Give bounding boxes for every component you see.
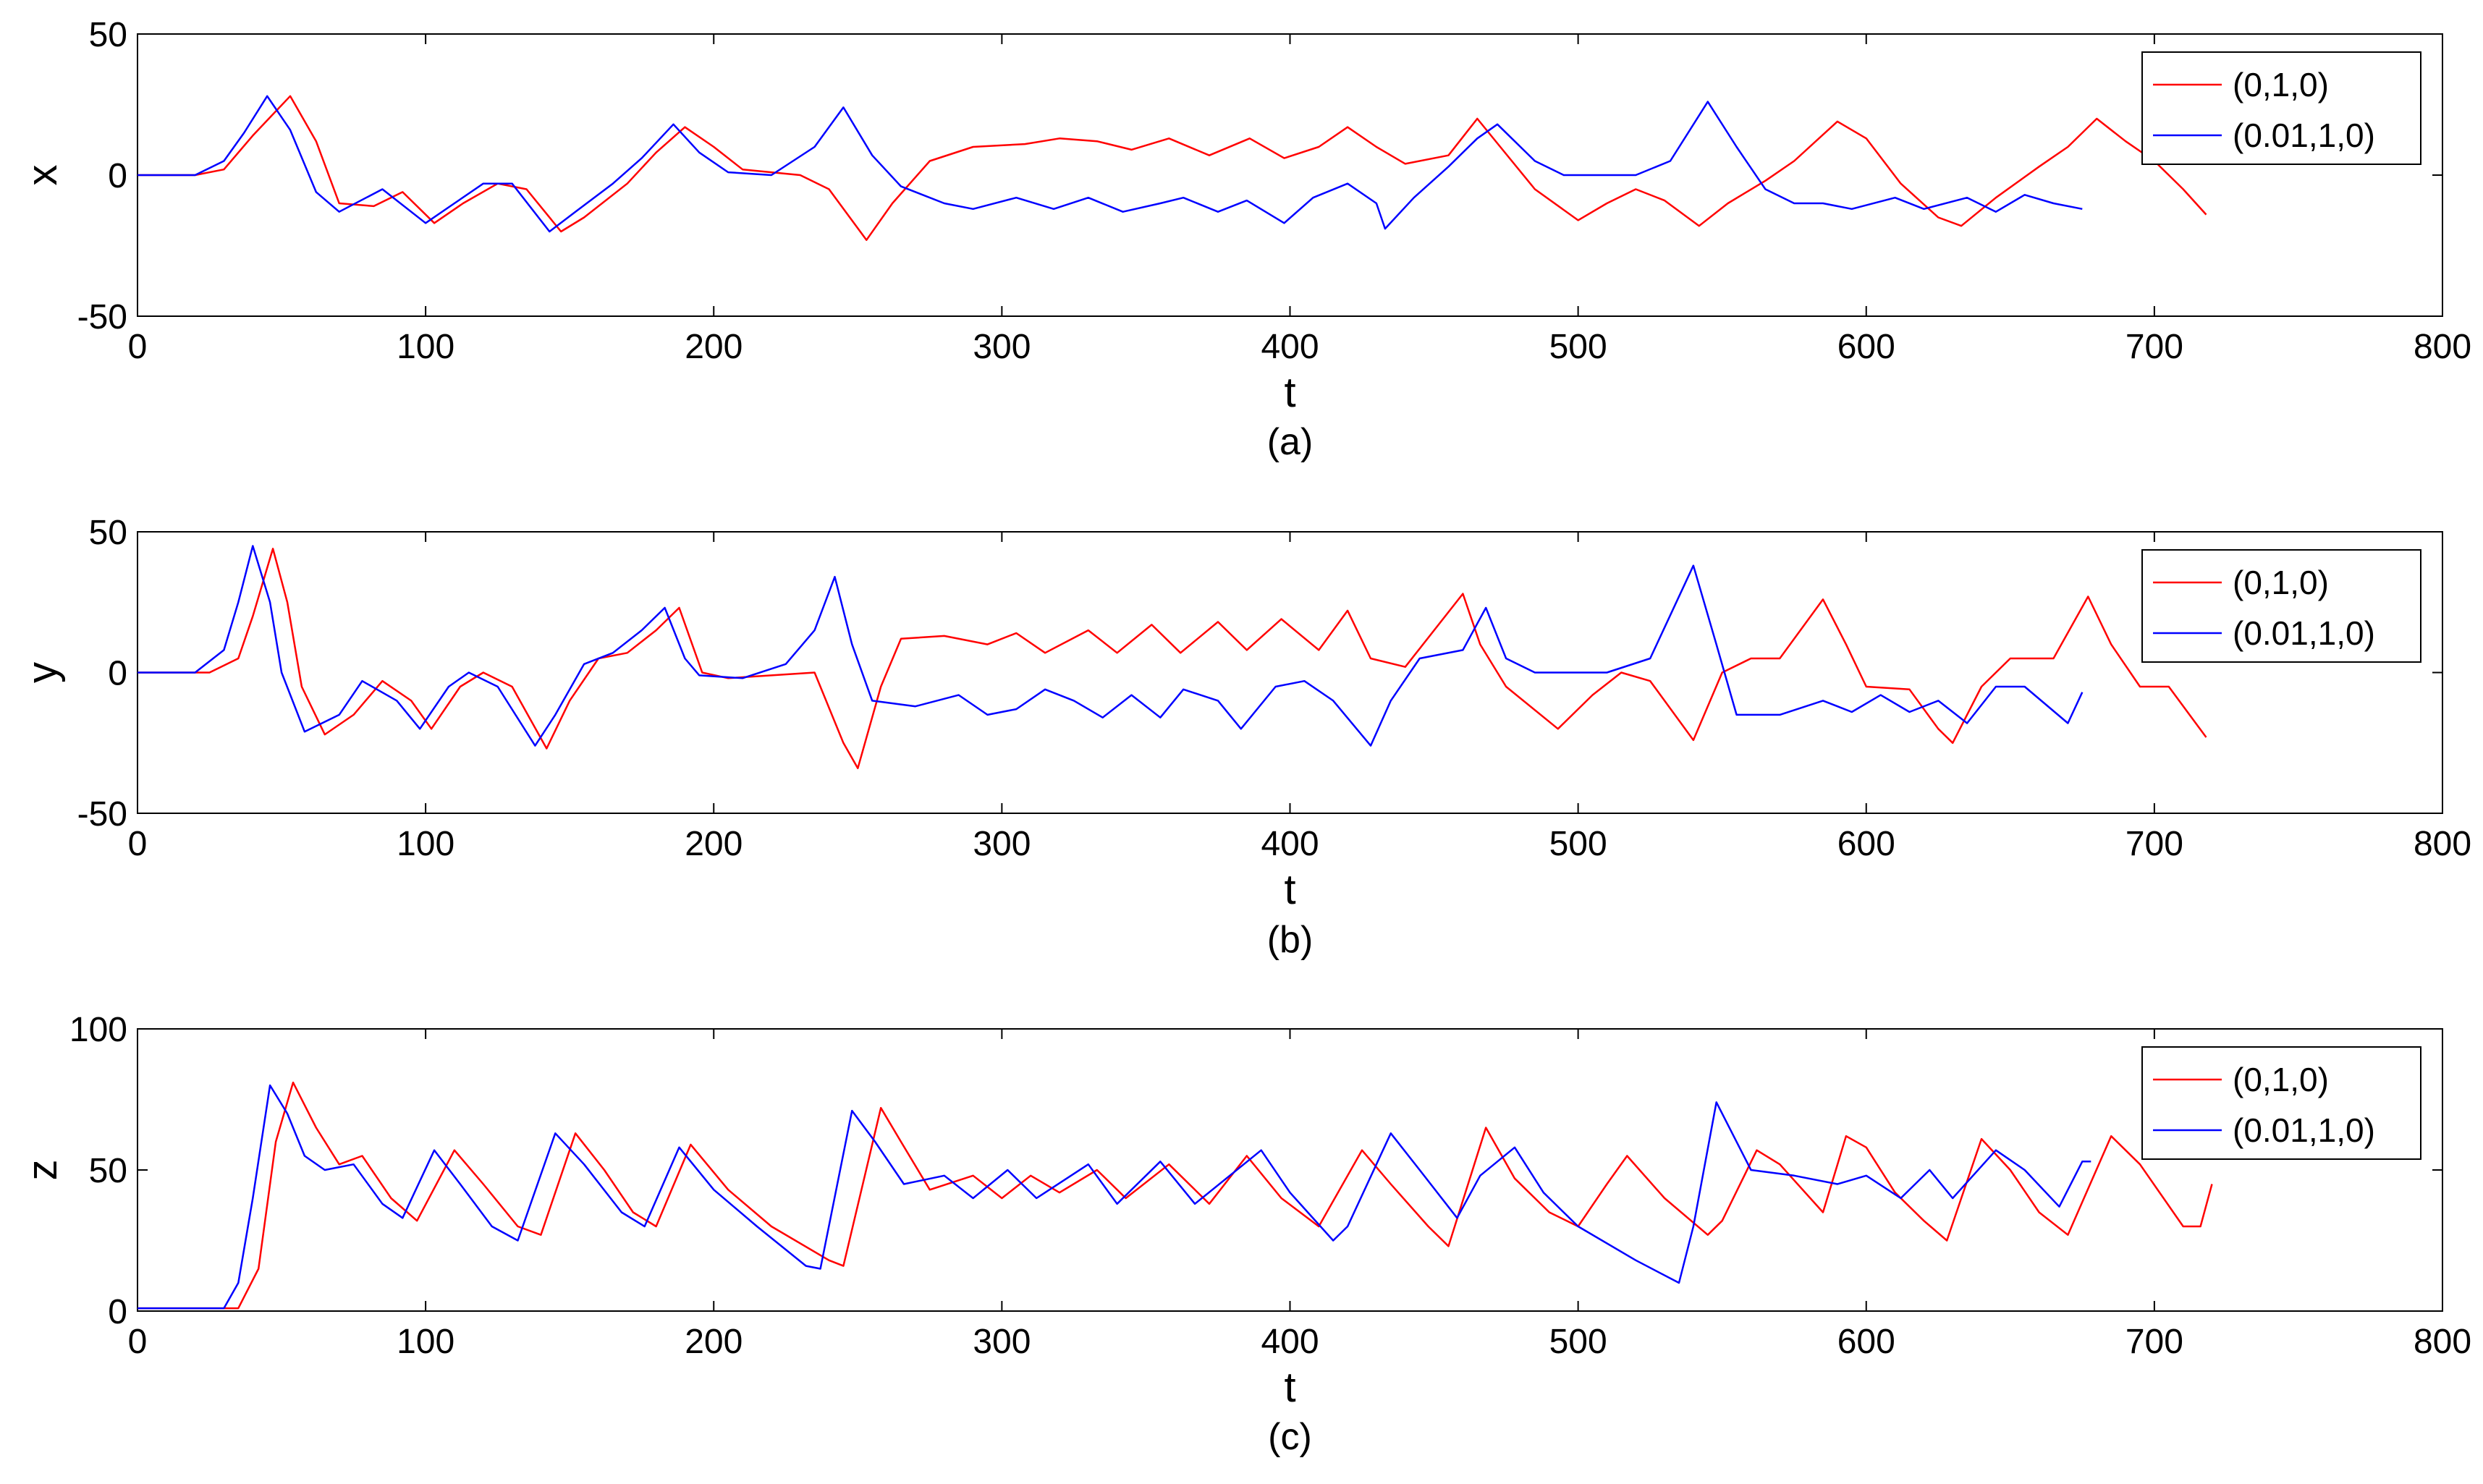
x-tick-label: 100 [397, 825, 454, 863]
y-axis-label: y [19, 662, 66, 683]
legend-entry: (0.01,1,0) [2233, 614, 2375, 652]
y-tick-label: -50 [77, 795, 127, 834]
subplot-c: 0 100 200 300 400 500 600 700 800 0 50 100 t z (c) (0,1… [19, 1011, 2471, 1458]
y-tick-label: -50 [77, 298, 127, 336]
x-tick-label: 800 [2414, 1323, 2471, 1361]
series-line-blue [138, 1084, 2091, 1310]
x-tick-label: 800 [2414, 328, 2471, 366]
y-axis-label: x [19, 165, 66, 186]
y-tick-label: 50 [89, 514, 127, 552]
x-tick-label: 800 [2414, 825, 2471, 863]
x-tick-label: 700 [2125, 328, 2183, 366]
x-tick-label: 500 [1549, 1323, 1607, 1361]
y-tick-label: 50 [89, 1152, 127, 1190]
x-tick-label: 500 [1549, 328, 1607, 366]
x-tick-label: 700 [2125, 1323, 2183, 1361]
x-tick-label: 0 [128, 825, 148, 863]
subplot-caption: (a) [1267, 421, 1314, 463]
legend-box [2141, 1046, 2421, 1160]
legend-entry: (0,1,0) [2233, 564, 2329, 601]
legend: (0,1,0) (0.01,1,0) [2141, 1046, 2421, 1160]
series-line-blue [138, 545, 2084, 747]
x-tick-label: 100 [397, 1323, 454, 1361]
subplot-caption: (b) [1267, 919, 1314, 961]
x-tick-label: 600 [1837, 825, 1895, 863]
y-tick-label: 50 [89, 16, 127, 54]
y-tick-label: 0 [108, 1293, 127, 1331]
x-tick-label: 200 [685, 328, 743, 366]
legend-box [2141, 51, 2421, 165]
subplot-a: 0 100 200 300 400 500 600 700 800-50050tx(a)(0,1… [19, 16, 2471, 463]
y-tick-label: 0 [108, 655, 127, 693]
series-line-red [138, 1081, 2213, 1310]
series-line-red [138, 95, 2207, 241]
x-tick-label: 200 [685, 825, 743, 863]
x-axis-label: t [1284, 866, 1295, 913]
x-axis-label: t [1284, 369, 1295, 416]
x-tick-label: 400 [1261, 1323, 1319, 1361]
x-tick-label: 0 [128, 1323, 148, 1361]
x-axis-label: t [1284, 1364, 1295, 1411]
legend: (0,1,0) (0.01,1,0) [2141, 51, 2421, 165]
x-tick-label: 300 [973, 825, 1031, 863]
x-tick-label: 400 [1261, 328, 1319, 366]
series-line-blue [138, 95, 2083, 233]
x-tick-label: 600 [1837, 328, 1895, 366]
axes-frame [137, 33, 2443, 317]
legend-entry: (0,1,0) [2233, 1061, 2329, 1098]
x-tick-label: 200 [685, 1323, 743, 1361]
legend-box [2141, 549, 2421, 663]
x-tick-label: 300 [973, 328, 1031, 366]
x-tick-label: 500 [1549, 825, 1607, 863]
x-tick-label: 300 [973, 1323, 1031, 1361]
subplot-caption: (c) [1268, 1416, 1312, 1458]
y-tick-label: 0 [108, 157, 127, 195]
y-axis-label: z [19, 1160, 66, 1181]
legend: (0,1,0) (0.01,1,0) [2141, 549, 2421, 663]
y-tick-label: 100 [69, 1011, 127, 1049]
x-tick-label: 100 [397, 328, 454, 366]
legend-entry: (0.01,1,0) [2233, 116, 2375, 154]
subplot-b: 0 100 200 300 400 500 600 700 800-50050ty(b)(0,1… [19, 514, 2471, 961]
legend-entry: (0,1,0) [2233, 66, 2329, 103]
x-tick-label: 400 [1261, 825, 1319, 863]
x-tick-label: 700 [2125, 825, 2183, 863]
series-line-red [138, 548, 2207, 770]
x-tick-label: 600 [1837, 1323, 1895, 1361]
legend-entry: (0.01,1,0) [2233, 1111, 2375, 1149]
x-tick-label: 0 [128, 328, 148, 366]
